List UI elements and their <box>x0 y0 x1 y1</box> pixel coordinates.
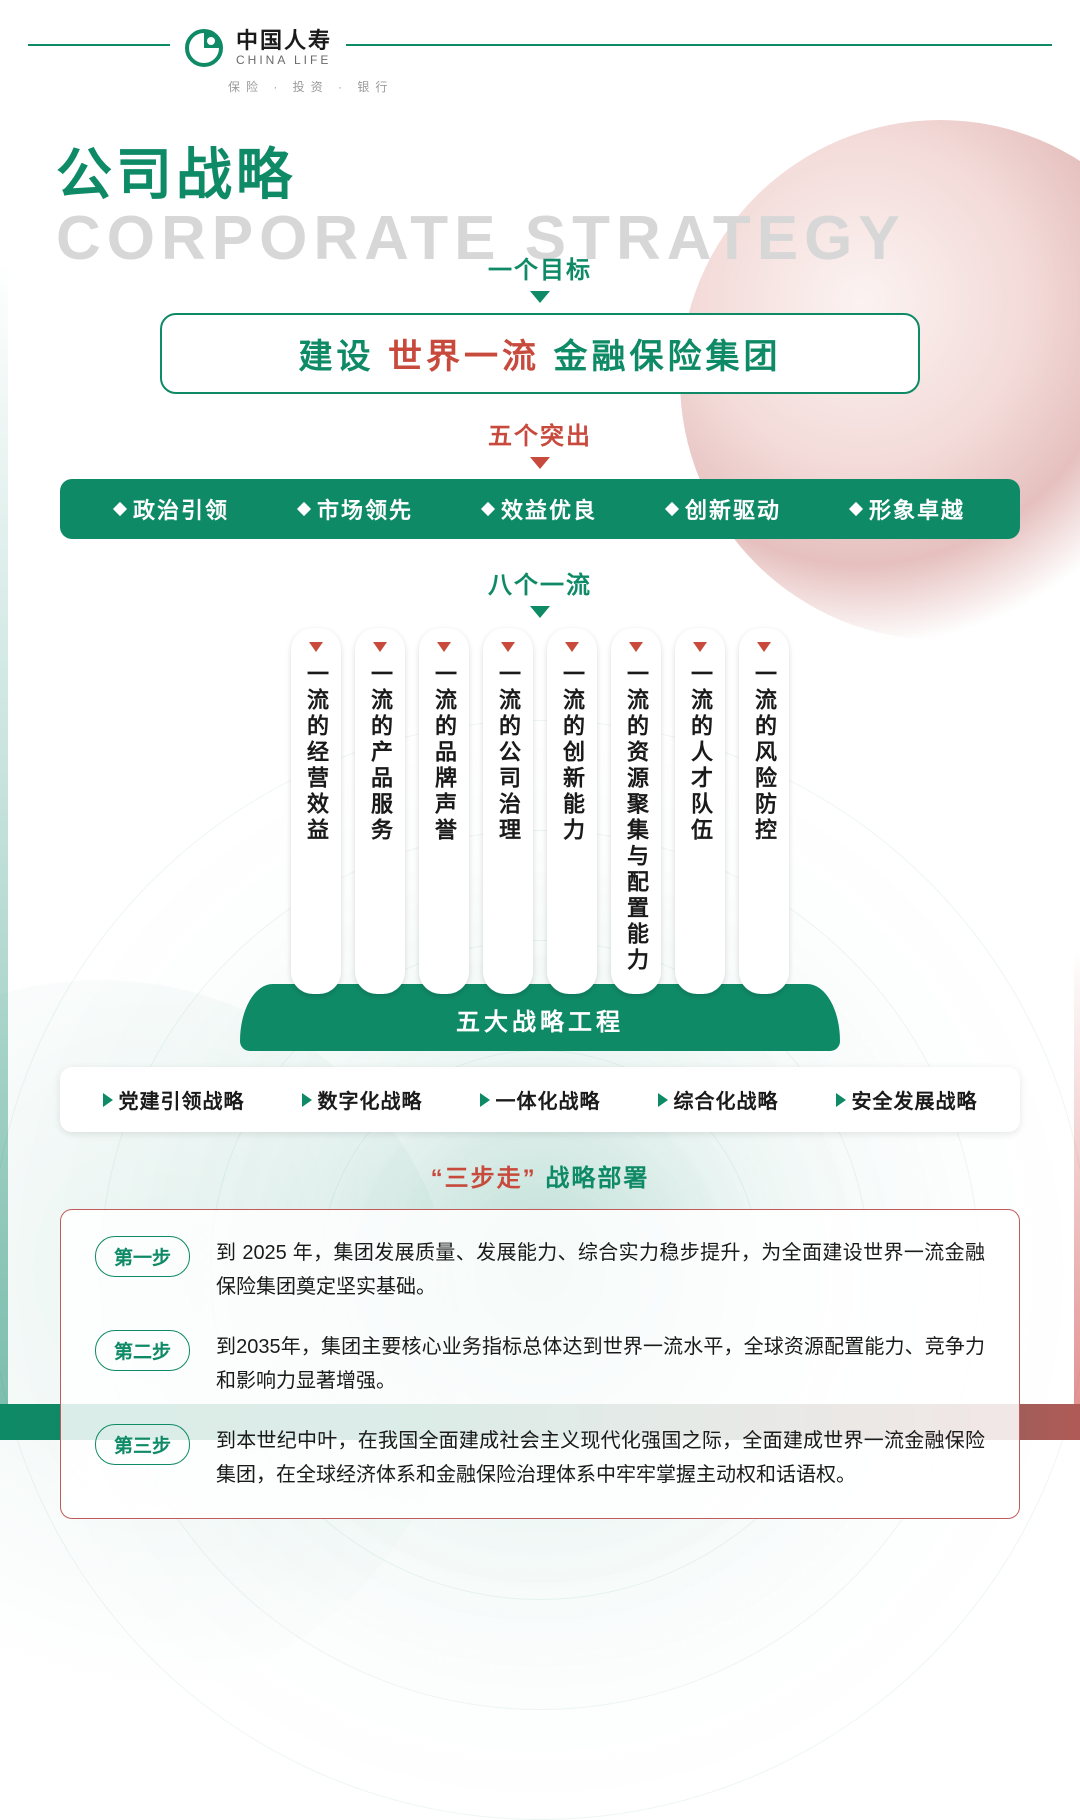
step-badge: 第三步 <box>95 1424 190 1465</box>
three-steps-title: “三步走” 战略部署 <box>60 1158 1020 1193</box>
eight-firstclass-row: 一流的经营效益一流的产品服务一流的品牌声誉一流的公司治理一流的创新能力一流的资源… <box>60 628 1020 994</box>
five-outstanding-box: 政治引领 市场领先 效益优良 创新驱动 形象卓越 <box>60 479 1020 539</box>
five-projects-item: 安全发展战略 <box>836 1085 978 1114</box>
side-accent-left <box>0 260 8 1440</box>
five-projects-item: 一体化战略 <box>480 1085 601 1114</box>
diamond-icon <box>481 502 495 516</box>
brand-name-cn: 中国人寿 <box>236 28 332 53</box>
five-projects-item-label: 数字化战略 <box>318 1085 423 1114</box>
five-projects-item-label: 综合化战略 <box>674 1085 779 1114</box>
triangle-right-icon <box>480 1093 490 1107</box>
step-text: 到2035年，集团主要核心业务指标总体达到世界一流水平，全球资源配置能力、竞争力… <box>216 1330 985 1398</box>
brand-tagline: 保险 · 投资 · 银行 <box>222 78 399 95</box>
five-outstanding-item: 效益优良 <box>483 493 597 525</box>
triangle-down-icon <box>530 291 550 303</box>
five-outstanding-item: 形象卓越 <box>851 493 965 525</box>
eight-firstclass-label: 八个一流 <box>60 565 1020 600</box>
triangle-down-icon <box>629 642 643 652</box>
diamond-icon <box>665 502 679 516</box>
eight-firstclass-label: 一流的风险防控 <box>748 662 780 922</box>
step-row: 第二步到2035年，集团主要核心业务指标总体达到世界一流水平，全球资源配置能力、… <box>95 1330 985 1398</box>
step-badge: 第一步 <box>95 1236 190 1277</box>
five-outstanding-item: 政治引领 <box>115 493 229 525</box>
five-outstanding-item: 市场领先 <box>299 493 413 525</box>
brand-header: 中国人寿 CHINA LIFE <box>170 24 346 72</box>
eight-firstclass-card: 一流的风险防控 <box>739 628 789 994</box>
brand-logo-icon <box>184 28 224 68</box>
step-text: 到本世纪中叶，在我国全面建成社会主义现代化强国之际，全面建成世界一流金融保险集团… <box>216 1424 985 1492</box>
eight-firstclass-label: 一流的资源聚集与配置能力 <box>620 662 652 974</box>
five-projects-item: 数字化战略 <box>302 1085 423 1114</box>
five-outstanding-label: 五个突出 <box>60 416 1020 451</box>
triangle-down-icon <box>530 606 550 618</box>
five-projects-item: 党建引领战略 <box>103 1085 245 1114</box>
eight-firstclass-card: 一流的公司治理 <box>483 628 533 994</box>
step-row: 第一步到 2025 年，集团发展质量、发展能力、综合实力稳步提升，为全面建设世界… <box>95 1236 985 1304</box>
side-accent-right <box>1074 950 1080 1440</box>
diamond-icon <box>849 502 863 516</box>
eight-firstclass-card: 一流的人才队伍 <box>675 628 725 994</box>
eight-firstclass-card: 一流的资源聚集与配置能力 <box>611 628 661 994</box>
triangle-down-icon <box>693 642 707 652</box>
triangle-down-icon <box>437 642 451 652</box>
eight-firstclass-label: 一流的公司治理 <box>492 662 524 922</box>
triangle-down-icon <box>501 642 515 652</box>
goal-box: 建设 世界一流 金融保险集团 <box>160 313 920 394</box>
three-steps-box: 第一步到 2025 年，集团发展质量、发展能力、综合实力稳步提升，为全面建设世界… <box>60 1209 1020 1519</box>
step-badge: 第二步 <box>95 1330 190 1371</box>
triangle-right-icon <box>103 1093 113 1107</box>
five-outstanding-item: 创新驱动 <box>667 493 781 525</box>
five-outstanding-item-label: 形象卓越 <box>869 493 965 525</box>
triangle-right-icon <box>836 1093 846 1107</box>
three-steps-title-0: “三步走” <box>431 1165 537 1192</box>
diamond-icon <box>113 502 127 516</box>
goal-label: 一个目标 <box>60 250 1020 285</box>
triangle-down-icon <box>757 642 771 652</box>
eight-firstclass-label: 一流的产品服务 <box>364 662 396 922</box>
goal-part-0: 建设 <box>299 338 375 376</box>
step-row: 第三步到本世纪中叶，在我国全面建成社会主义现代化强国之际，全面建成世界一流金融保… <box>95 1424 985 1492</box>
diamond-icon <box>297 502 311 516</box>
five-outstanding-item-label: 政治引领 <box>133 493 229 525</box>
five-projects-item-label: 党建引领战略 <box>119 1085 245 1114</box>
eight-firstclass-card: 一流的经营效益 <box>291 628 341 994</box>
eight-firstclass-card: 一流的创新能力 <box>547 628 597 994</box>
five-projects-box: 党建引领战略 数字化战略 一体化战略 综合化战略 安全发展战略 <box>60 1067 1020 1132</box>
eight-firstclass-label: 一流的人才队伍 <box>684 662 716 922</box>
five-projects-banner: 五大战略工程 <box>240 984 840 1051</box>
goal-part-1: 世界一流 <box>388 338 540 376</box>
eight-firstclass-label: 一流的创新能力 <box>556 662 588 922</box>
five-projects-item-label: 一体化战略 <box>496 1085 601 1114</box>
three-steps-title-1: 战略部署 <box>545 1165 649 1192</box>
eight-firstclass-label: 一流的经营效益 <box>300 662 332 922</box>
triangle-right-icon <box>658 1093 668 1107</box>
five-outstanding-item-label: 效益优良 <box>501 493 597 525</box>
page-title-cn: 公司战略 <box>56 130 906 211</box>
triangle-down-icon <box>530 457 550 469</box>
triangle-right-icon <box>302 1093 312 1107</box>
triangle-down-icon <box>565 642 579 652</box>
eight-firstclass-card: 一流的品牌声誉 <box>419 628 469 994</box>
triangle-down-icon <box>309 642 323 652</box>
five-outstanding-item-label: 创新驱动 <box>685 493 781 525</box>
goal-part-2: 金融保险集团 <box>553 338 781 376</box>
five-outstanding-item-label: 市场领先 <box>317 493 413 525</box>
triangle-down-icon <box>373 642 387 652</box>
eight-firstclass-card: 一流的产品服务 <box>355 628 405 994</box>
five-projects-item: 综合化战略 <box>658 1085 779 1114</box>
five-projects-item-label: 安全发展战略 <box>852 1085 978 1114</box>
eight-firstclass-label: 一流的品牌声誉 <box>428 662 460 922</box>
brand-name-en: CHINA LIFE <box>236 54 332 68</box>
step-text: 到 2025 年，集团发展质量、发展能力、综合实力稳步提升，为全面建设世界一流金… <box>216 1236 985 1304</box>
